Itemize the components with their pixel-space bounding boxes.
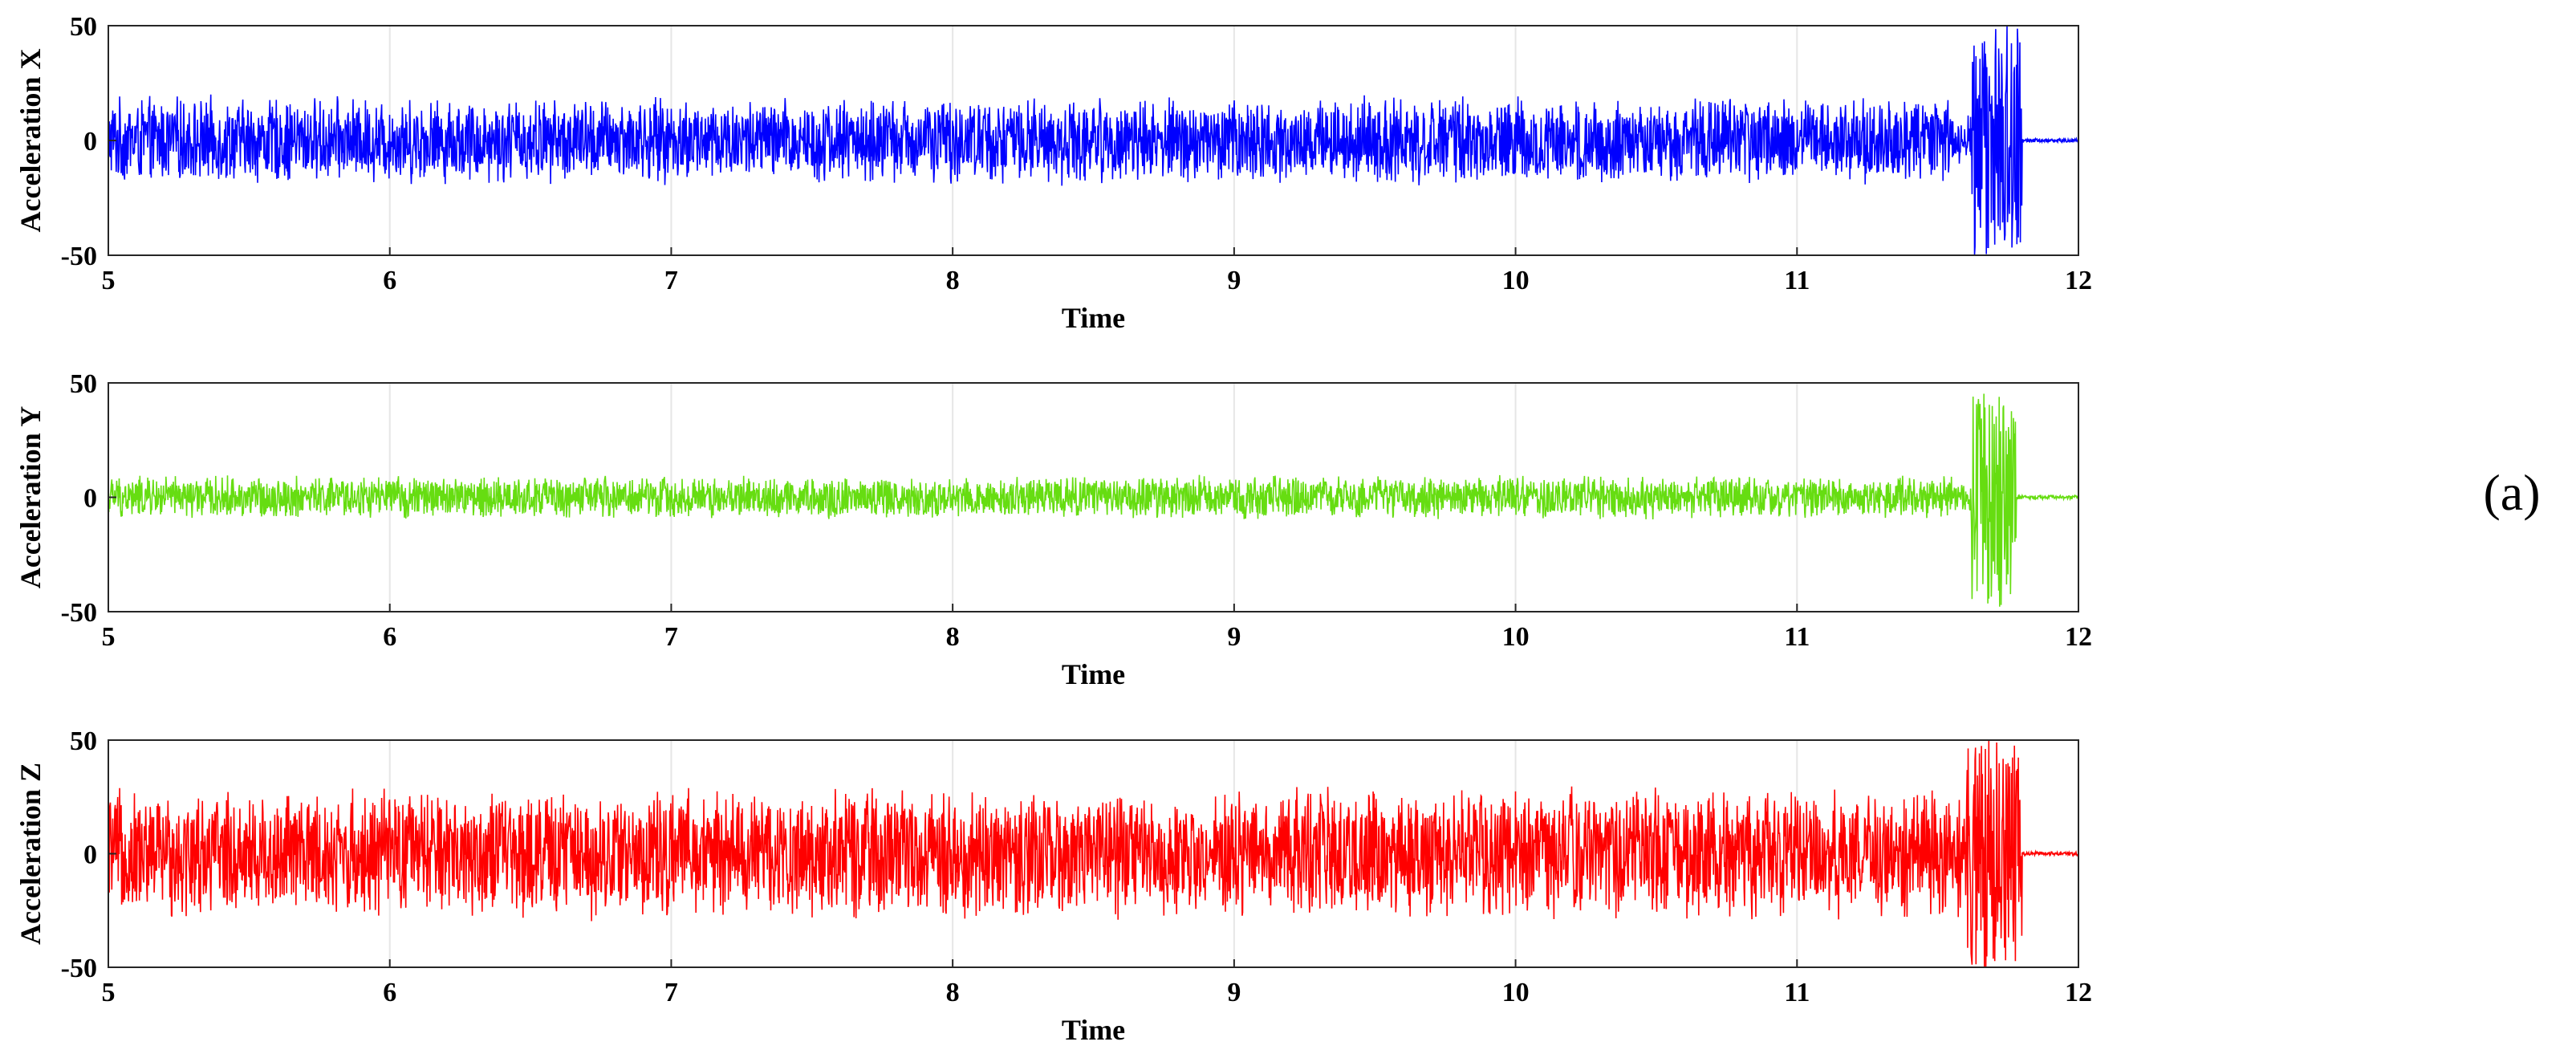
y-tick-label: 50 (70, 12, 97, 42)
x-axis-label: Time (1062, 658, 1125, 690)
x-tick-label: 10 (1502, 266, 1530, 295)
signal-trace (108, 740, 2078, 967)
x-tick-label: 11 (1784, 622, 1810, 652)
x-tick-label: 5 (102, 266, 116, 295)
y-tick-label: -50 (61, 598, 97, 628)
x-tick-label: 12 (2065, 622, 2092, 652)
signal-trace (108, 393, 2078, 607)
x-tick-label: 8 (946, 622, 960, 652)
chart-panel-3: 5 6 7 8 9 10 11 12 -50 0 50 Time Acceleration Z (14, 726, 2092, 1046)
x-tick-label: 9 (1227, 266, 1241, 295)
y-axis-label: Acceleration Y (14, 406, 47, 589)
x-tick-label: 5 (102, 622, 116, 652)
x-tick-label: 7 (664, 622, 678, 652)
x-tick-label: 11 (1784, 266, 1810, 295)
y-axis-label: Acceleration X (14, 49, 47, 233)
x-tick-label: 10 (1502, 622, 1530, 652)
x-axis-label: Time (1062, 302, 1125, 334)
y-tick-label: 50 (70, 369, 97, 399)
y-tick-label: 0 (83, 484, 97, 514)
y-axis-label: Acceleration Z (14, 763, 47, 945)
x-tick-label: 6 (383, 622, 396, 652)
x-tick-label: 12 (2065, 978, 2092, 1007)
x-tick-label: 5 (102, 978, 116, 1007)
x-tick-label: 8 (946, 266, 960, 295)
x-tick-label: 6 (383, 266, 396, 295)
y-tick-label: -50 (61, 242, 97, 271)
x-tick-label: 8 (946, 978, 960, 1007)
x-tick-label: 10 (1502, 978, 1530, 1007)
x-tick-label: 11 (1784, 978, 1810, 1007)
x-axis-label: Time (1062, 1014, 1125, 1046)
x-tick-label: 6 (383, 978, 396, 1007)
y-tick-label: 0 (83, 840, 97, 870)
x-tick-label: 12 (2065, 266, 2092, 295)
x-tick-label: 9 (1227, 978, 1241, 1007)
signal-trace (108, 26, 2078, 255)
chart-panel-2: 5 6 7 8 9 10 11 12 -50 0 50 Time Acceleration Y (14, 369, 2092, 690)
x-tick-label: 9 (1227, 622, 1241, 652)
x-tick-label: 7 (664, 266, 678, 295)
y-tick-label: 50 (70, 726, 97, 756)
panel-label: (a) (2483, 464, 2540, 521)
chart-panel-1: 5 6 7 8 9 10 11 12 -50 0 50 Time Acceleration X (14, 12, 2092, 334)
x-tick-label: 7 (664, 978, 678, 1007)
y-tick-label: 0 (83, 127, 97, 157)
y-tick-label: -50 (61, 954, 97, 983)
